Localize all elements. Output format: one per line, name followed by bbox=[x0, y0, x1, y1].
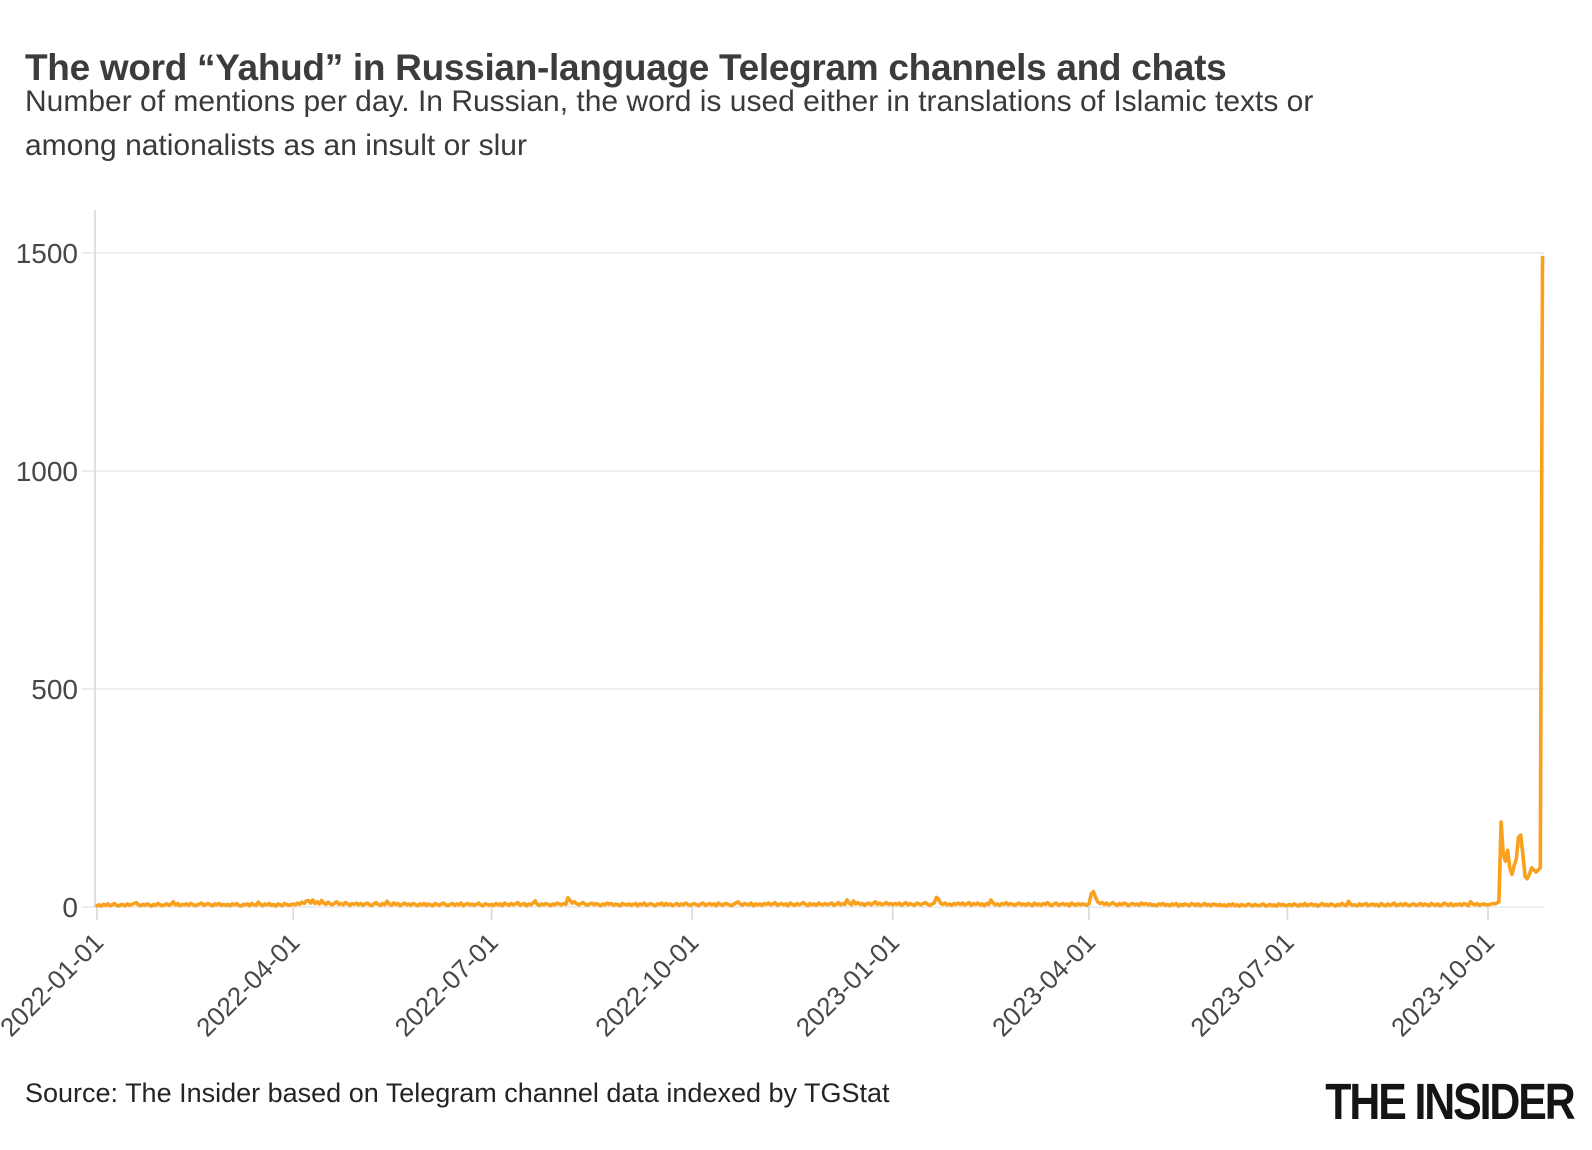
chart-subtitle-line-2: among nationalists as an insult or slur bbox=[25, 129, 527, 162]
x-tick-label-2023-04-01: 2023-04-01 bbox=[986, 927, 1101, 1042]
x-tick-label-2022-01-01: 2022-01-01 bbox=[0, 927, 109, 1042]
x-tick-label-2023-07-01: 2023-07-01 bbox=[1184, 927, 1299, 1042]
chart-subtitle-line-1: Number of mentions per day. In Russian, … bbox=[25, 85, 1314, 118]
x-tick-label-2022-10-01: 2022-10-01 bbox=[589, 927, 704, 1042]
y-tick-label-1500: 1500 bbox=[16, 238, 78, 269]
y-tick-label-0: 0 bbox=[62, 892, 78, 923]
y-tick-label-500: 500 bbox=[31, 674, 78, 705]
y-tick-label-1000: 1000 bbox=[16, 456, 78, 487]
x-tick-label-2023-01-01: 2023-01-01 bbox=[790, 927, 905, 1042]
chart-title: The word “Yahud” in Russian-language Tel… bbox=[25, 46, 1227, 88]
x-tick-label-2022-07-01: 2022-07-01 bbox=[389, 927, 504, 1042]
source-text: Source: The Insider based on Telegram ch… bbox=[25, 1078, 890, 1108]
chart-subtitle: Number of mentions per day. In Russian, … bbox=[25, 80, 1565, 168]
x-tick-label-2023-10-01: 2023-10-01 bbox=[1385, 927, 1500, 1042]
data-line-mentions bbox=[95, 255, 1545, 908]
brand-logo: THE INSIDER bbox=[1325, 1073, 1576, 1130]
x-tick-label-2022-04-01: 2022-04-01 bbox=[190, 927, 305, 1042]
